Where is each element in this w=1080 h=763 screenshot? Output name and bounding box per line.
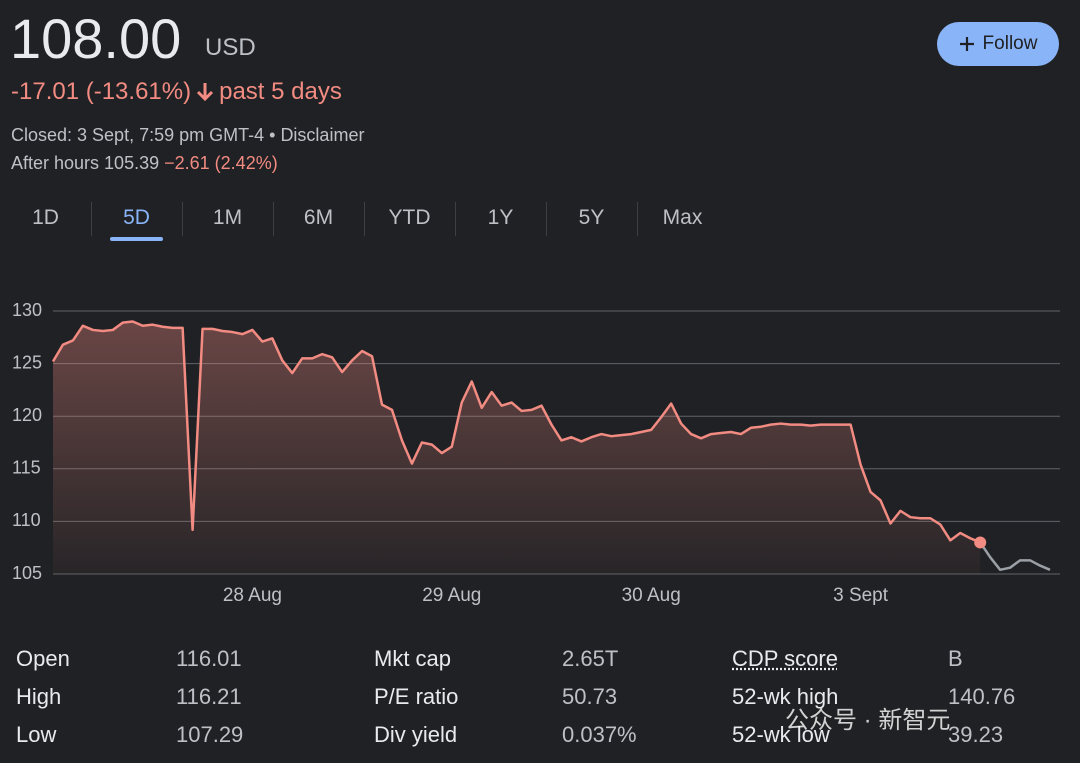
stat-value: B xyxy=(948,646,963,671)
y-tick-label: 120 xyxy=(12,405,42,425)
down-arrow xyxy=(197,83,214,102)
range-tabs: 1D 5D 1M 6M YTD 1Y 5Y Max xyxy=(0,196,728,241)
period: past 5 days xyxy=(219,78,342,105)
stat-label: P/E ratio xyxy=(374,684,459,709)
change-row: -17.01 (-13.61%) past 5 days xyxy=(11,78,342,106)
y-tick-label: 115 xyxy=(12,458,41,478)
price-line xyxy=(979,541,1051,572)
currency: USD xyxy=(205,34,256,61)
range-tab[interactable]: 1M xyxy=(182,196,273,240)
stat-value: 0.037% xyxy=(562,722,637,747)
stat-value: 140.76 xyxy=(948,684,1016,709)
y-tick-label: 125 xyxy=(12,352,42,372)
range-tab[interactable]: 1D xyxy=(32,206,59,229)
follow-label: Follow xyxy=(982,33,1038,54)
disclaimer-link[interactable]: Disclaimer xyxy=(280,125,365,145)
stat-label: Open xyxy=(16,646,70,671)
after-hours-row: After hours 105.39 −2.61 (2.42%) xyxy=(11,153,278,174)
price-chart: 105 110 115 120 125 130 28 Aug 29 Aug 30 Aug 3 Se… xyxy=(12,300,1060,606)
stat-label: 52-wk high xyxy=(732,684,839,709)
range-tab[interactable]: 5D xyxy=(91,196,182,241)
closed-time: Closed: 3 Sept, 7:59 pm GMT-4 • xyxy=(11,125,276,145)
stat-value: 2.65T xyxy=(562,646,619,671)
range-tab[interactable]: Max xyxy=(637,196,728,240)
stat-label: 52-wk low xyxy=(732,722,830,747)
after-hours: After hours 105.39 xyxy=(11,153,160,173)
x-tick-label: 29 Aug xyxy=(422,585,481,606)
x-tick-label: 30 Aug xyxy=(622,585,681,606)
last-close-dot xyxy=(974,536,987,549)
stat-label: Low xyxy=(16,722,57,747)
range-tab[interactable]: 5Y xyxy=(546,196,637,240)
stat-value: 39.23 xyxy=(948,722,1004,747)
price: 108.00 xyxy=(10,7,182,70)
range-tab[interactable]: 6M xyxy=(273,196,364,240)
y-tick-label: 130 xyxy=(12,300,42,320)
plus-icon xyxy=(959,37,974,51)
stat-label: CDP score xyxy=(732,646,838,671)
price-change: -17.01 (-13.61%) xyxy=(11,78,192,105)
x-tick-label: 3 Sept xyxy=(833,585,889,606)
price-line xyxy=(51,320,981,544)
follow-button[interactable]: Follow xyxy=(937,22,1059,66)
area-fill xyxy=(53,321,981,574)
x-tick-label: 28 Aug xyxy=(223,585,282,606)
after-hours-change: −2.61 (2.42%) xyxy=(164,153,278,173)
y-tick-label: 105 xyxy=(12,563,42,583)
range-tab[interactable]: 1Y xyxy=(455,196,546,240)
range-tab[interactable]: YTD xyxy=(364,196,455,240)
watermark: 公众号 · 新智元 xyxy=(785,707,951,734)
y-tick-label: 110 xyxy=(12,510,41,530)
stat-label: Div yield xyxy=(374,722,458,747)
stat-label: High xyxy=(16,684,62,709)
stat-value: 107.29 xyxy=(176,722,244,747)
stat-value: 116.01 xyxy=(176,646,242,671)
closed-row: Closed: 3 Sept, 7:59 pm GMT-4 • Disclaim… xyxy=(11,125,364,146)
stat-label: Mkt cap xyxy=(374,646,452,671)
stat-value: 50.73 xyxy=(562,684,618,709)
stat-value: 116.21 xyxy=(176,684,242,709)
